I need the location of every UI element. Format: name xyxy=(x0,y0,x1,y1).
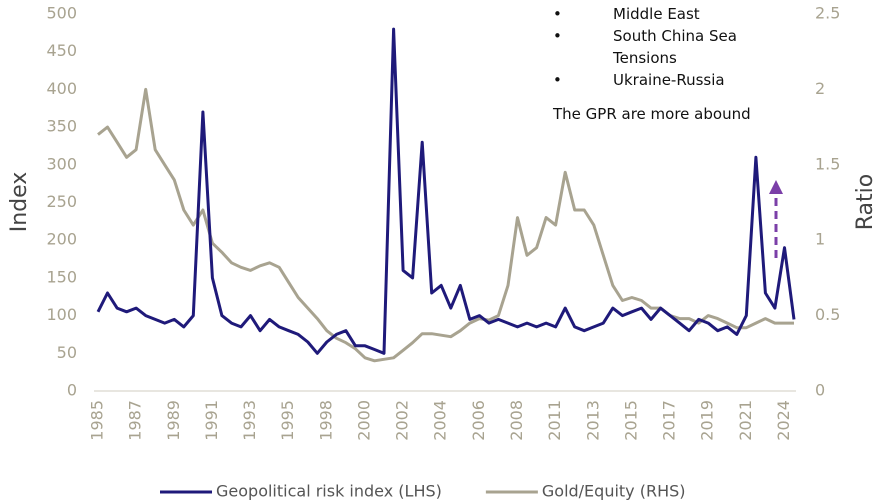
x-tick-label: 1987 xyxy=(126,400,145,441)
legend-label: Geopolitical risk index (LHS) xyxy=(216,482,442,501)
y-tick-label: 400 xyxy=(46,79,77,98)
bullet: South China Sea Tensions xyxy=(553,25,753,69)
y2-tick-label: 1 xyxy=(815,230,825,249)
x-tick-label: 2021 xyxy=(736,400,755,441)
y2-tick-label: 2 xyxy=(815,79,825,98)
x-tick-label: 1989 xyxy=(164,400,183,441)
y2-tick-label: 0.5 xyxy=(815,305,840,324)
x-tick-label: 2002 xyxy=(393,400,412,441)
y-tick-label: 250 xyxy=(46,192,77,211)
x-tick-label: 2000 xyxy=(354,400,373,441)
y-tick-label: 150 xyxy=(46,267,77,286)
x-tick-label: 1985 xyxy=(88,400,107,441)
y2-axis-label: Ratio xyxy=(853,174,878,230)
y-tick-label: 0 xyxy=(67,381,77,400)
x-tick-label: 2006 xyxy=(469,400,488,441)
x-tick-label: 1991 xyxy=(202,400,221,441)
y-tick-label: 100 xyxy=(46,305,77,324)
x-tick-label: 1998 xyxy=(316,400,335,441)
x-tick-label: 2024 xyxy=(774,400,793,441)
series-line xyxy=(96,27,796,355)
y-tick-label: 200 xyxy=(46,230,77,249)
x-tick-label: 2011 xyxy=(545,400,564,441)
bullet: Ukraine-Russia xyxy=(553,69,753,91)
legend-label: Gold/Equity (RHS) xyxy=(542,482,686,501)
x-tick-label: 2017 xyxy=(660,400,679,441)
y-axis-label: Index xyxy=(7,172,32,233)
y-tick-label: 300 xyxy=(46,154,77,173)
series-line xyxy=(97,87,794,363)
arrow xyxy=(769,180,783,258)
bullet: Middle East xyxy=(553,3,753,25)
y-tick-label: 450 xyxy=(46,41,77,60)
note: The GPR are more abound xyxy=(553,105,751,123)
y2-tick-label: 2.5 xyxy=(815,4,840,23)
bullet-list: Middle East South China Sea Tensions Ukr… xyxy=(553,3,793,91)
y-tick-label: 50 xyxy=(57,343,77,362)
x-tick-label: 2019 xyxy=(698,400,717,441)
annotation: Middle East South China Sea Tensions Ukr… xyxy=(553,3,793,125)
y2-tick-label: 0 xyxy=(815,381,825,400)
x-tick-label: 2013 xyxy=(583,400,602,441)
x-tick-label: 2015 xyxy=(621,400,640,441)
y2-tick-label: 1.5 xyxy=(815,154,840,173)
x-tick-label: 2004 xyxy=(431,400,450,441)
y-tick-label: 500 xyxy=(46,4,77,23)
x-tick-label: 1995 xyxy=(278,400,297,441)
x-tick-label: 1993 xyxy=(240,400,259,441)
x-tick-label: 2008 xyxy=(507,400,526,441)
y-tick-label: 350 xyxy=(46,117,77,136)
